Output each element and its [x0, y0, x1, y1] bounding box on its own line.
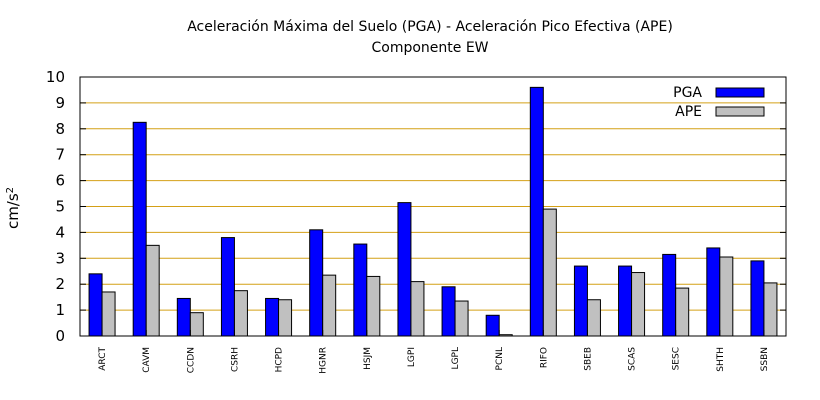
bar-ape-hsjm [366, 275, 381, 337]
x-tick-label-csrh: CSRH [230, 347, 240, 372]
bar-ape-sesc [675, 287, 690, 337]
y-axis-label: cm/s2 [4, 187, 22, 229]
y-tick-label-3: 3 [55, 249, 65, 267]
x-tick-label-sesc: SESC [672, 347, 682, 370]
bar-ape-arct [101, 291, 116, 337]
bar-pga-hsjm [353, 243, 368, 337]
y-tick-label-2: 2 [55, 275, 65, 293]
y-axis-label-exponent: 2 [5, 187, 16, 193]
legend-swatch-pga [715, 87, 765, 98]
bar-ape-cavm [145, 244, 160, 337]
bar-pga-hgnr [309, 229, 324, 337]
bar-pga-ccdn [176, 297, 191, 337]
x-tick-label-lgpl: LGPL [451, 347, 461, 369]
bar-pga-lgpi [397, 202, 412, 337]
bar-pga-scas [618, 265, 633, 337]
y-tick-label-4: 4 [55, 223, 65, 241]
legend-swatch-ape [715, 106, 765, 117]
bar-pga-ssbn [750, 260, 765, 337]
bar-pga-lgpl [441, 286, 456, 337]
plot-border [79, 76, 787, 337]
bar-pga-sbeb [573, 265, 588, 337]
x-tick-label-sbeb: SBEB [583, 347, 593, 371]
y-tick-label-1: 1 [55, 301, 65, 319]
bar-pga-shth [706, 247, 721, 337]
bar-pga-csrh [220, 237, 235, 337]
x-tick-label-arct: ARCT [98, 347, 108, 371]
y-tick-label-0: 0 [55, 327, 65, 345]
x-tick-label-ssbn: SSBN [760, 347, 770, 371]
x-tick-label-ccdn: CCDN [186, 347, 196, 373]
bar-ape-lgpl [454, 300, 469, 337]
x-tick-labels: ARCT CAVM CCDN CSRH HCPD HGNR HSJM LGPI LGPL PCNL… [98, 347, 770, 374]
y-axis-label-unit: cm/s [4, 193, 22, 229]
bar-ape-hgnr [322, 274, 337, 337]
bar-ape-rifo [542, 208, 557, 337]
bars [88, 86, 778, 337]
x-tick-label-hcpd: HCPD [275, 347, 285, 372]
x-tick-label-lgpi: LGPI [407, 347, 417, 367]
bar-ape-ssbn [763, 282, 778, 337]
legend: PGA APE [673, 85, 765, 120]
bar-ape-csrh [233, 290, 248, 337]
x-tick-label-shth: SHTH [716, 347, 726, 372]
legend-label-pga: PGA [673, 85, 702, 101]
x-tick-label-cavm: CAVM [142, 347, 152, 373]
axes [79, 76, 787, 337]
bar-ape-ccdn [189, 312, 204, 337]
bar-pga-hcpd [265, 297, 280, 337]
x-tick-label-hgnr: HGNR [319, 347, 329, 374]
bar-pga-pcnl [485, 314, 500, 337]
bar-pga-rifo [529, 86, 544, 337]
bar-ape-scas [631, 272, 646, 337]
bar-pga-cavm [132, 121, 147, 337]
bar-pga-sesc [662, 253, 677, 337]
chart-title: Aceleración Máxima del Suelo (PGA) - Ace… [187, 19, 673, 35]
bar-ape-sbeb [586, 299, 601, 337]
y-tick-label-8: 8 [55, 120, 65, 138]
chart-subtitle: Componente EW [371, 40, 488, 56]
y-tick-label-6: 6 [55, 172, 65, 190]
y-tick-labels: 0 1 2 3 4 5 6 7 8 9 10 [46, 68, 65, 345]
y-tick-label-10: 10 [46, 68, 65, 86]
x-tick-label-pcnl: PCNL [495, 347, 505, 370]
legend-label-ape: APE [675, 104, 702, 120]
y-tick-label-7: 7 [55, 146, 65, 164]
y-tick-label-9: 9 [55, 94, 65, 112]
gridlines [80, 102, 786, 311]
bar-pga-arct [88, 273, 103, 337]
bar-ape-hcpd [278, 299, 293, 337]
x-tick-label-hsjm: HSJM [363, 347, 373, 370]
y-tick-label-5: 5 [55, 198, 65, 216]
x-tick-label-scas: SCAS [628, 347, 638, 371]
bar-ape-lgpi [410, 281, 425, 337]
x-tick-label-rifo: RIFO [539, 347, 549, 368]
bar-ape-shth [719, 256, 734, 337]
